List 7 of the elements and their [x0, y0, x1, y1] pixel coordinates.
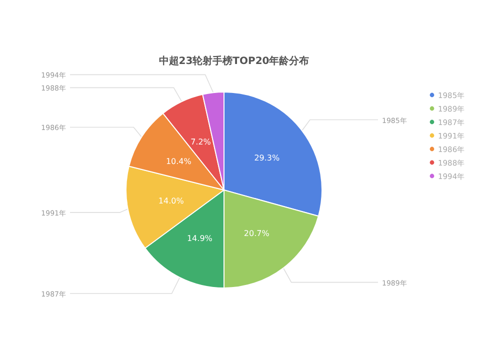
data-label: 29.3% — [254, 153, 280, 162]
data-label: 10.4% — [166, 156, 192, 166]
chart-title: 中超23轮射手榜TOP20年龄分布 — [158, 55, 310, 67]
data-label: 20.7% — [244, 228, 270, 238]
data-label: 14.9% — [186, 234, 213, 244]
data-label: 14.0% — [158, 196, 184, 206]
data-label: 7.2% — [190, 137, 212, 146]
